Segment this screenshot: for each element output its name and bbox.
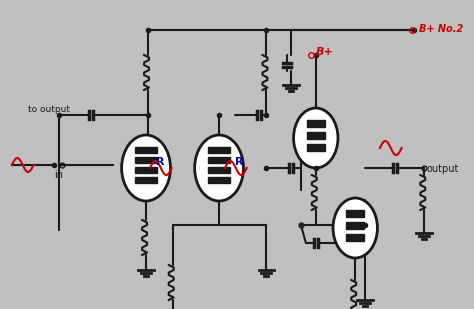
- Bar: [346, 210, 364, 217]
- Bar: [135, 157, 157, 163]
- Bar: [307, 143, 325, 150]
- Text: to output: to output: [27, 105, 70, 114]
- Bar: [346, 222, 364, 228]
- Bar: [135, 167, 157, 173]
- Bar: [208, 167, 230, 173]
- Text: output: output: [426, 164, 459, 174]
- Bar: [208, 147, 230, 153]
- Bar: [208, 157, 230, 163]
- Ellipse shape: [122, 135, 171, 201]
- Text: B+: B+: [316, 47, 334, 57]
- Bar: [307, 120, 325, 126]
- Text: R: R: [235, 157, 243, 167]
- Text: in: in: [54, 170, 63, 180]
- Bar: [346, 234, 364, 240]
- Bar: [135, 176, 157, 183]
- Bar: [307, 132, 325, 138]
- Ellipse shape: [333, 198, 377, 258]
- Bar: [135, 147, 157, 153]
- Ellipse shape: [293, 108, 338, 168]
- Ellipse shape: [195, 135, 244, 201]
- Text: B+ No.2: B+ No.2: [419, 24, 464, 34]
- Text: R: R: [156, 157, 164, 167]
- Bar: [208, 176, 230, 183]
